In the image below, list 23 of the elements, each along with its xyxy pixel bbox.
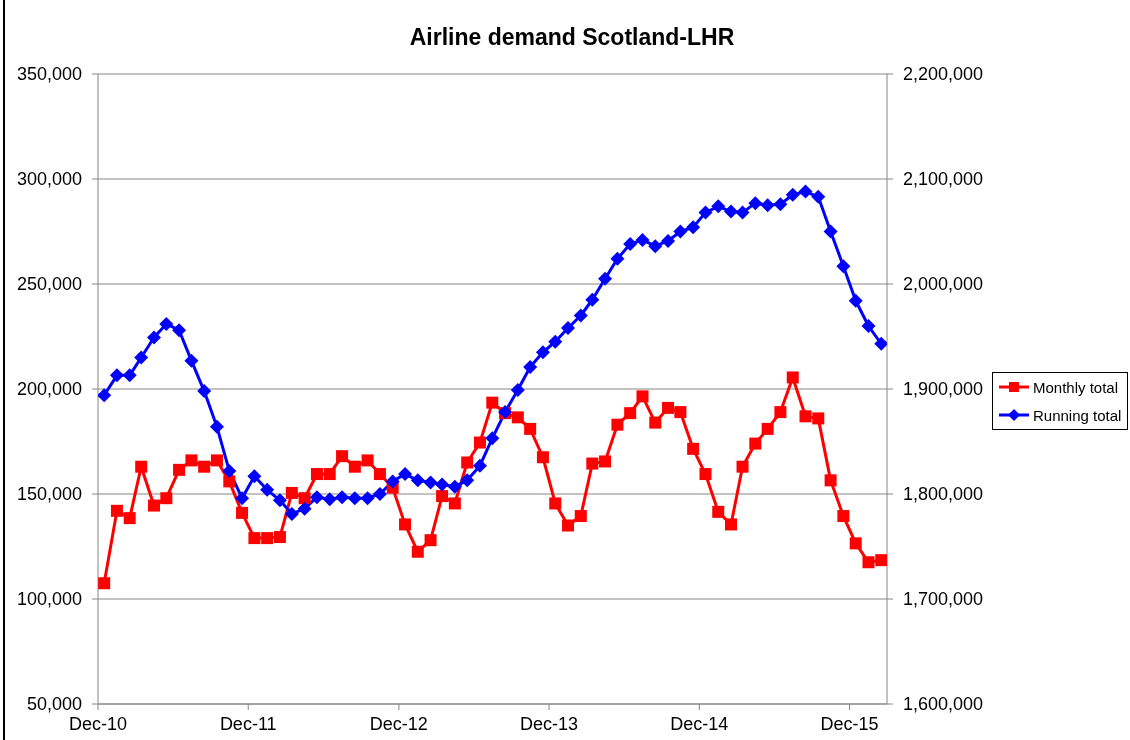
chart-title: Airline demand Scotland-LHR [408, 23, 736, 52]
legend-label: Monthly total [1033, 378, 1119, 396]
y-tick-label: 150,000 [16, 484, 82, 505]
y-tick-label: 250,000 [16, 274, 82, 295]
y-tick-label: 50,000 [26, 694, 82, 715]
y2-tick-label: 1,600,000 [903, 694, 984, 715]
y2-tick-label: 1,900,000 [903, 379, 984, 400]
y-tick-label: 100,000 [16, 589, 82, 610]
x-tick-label: Dec-11 [219, 713, 277, 734]
x-tick-label: Dec-12 [369, 713, 428, 734]
y2-tick-label: 2,200,000 [903, 64, 984, 85]
x-tick-label: Dec-14 [670, 713, 729, 734]
x-tick-label: Dec-15 [820, 713, 879, 734]
legend-label: Running total [1033, 406, 1122, 424]
y-tick-label: 300,000 [16, 169, 82, 190]
y2-tick-label: 1,800,000 [903, 484, 984, 505]
y-tick-label: 200,000 [16, 379, 82, 400]
x-tick-label: Dec-13 [520, 713, 579, 734]
x-tick-label: Dec-10 [68, 713, 128, 734]
y-tick-label: 350,000 [16, 64, 82, 85]
y2-tick-label: 2,000,000 [903, 274, 984, 295]
y2-tick-label: 1,700,000 [903, 589, 984, 610]
y2-tick-label: 2,100,000 [903, 169, 984, 190]
